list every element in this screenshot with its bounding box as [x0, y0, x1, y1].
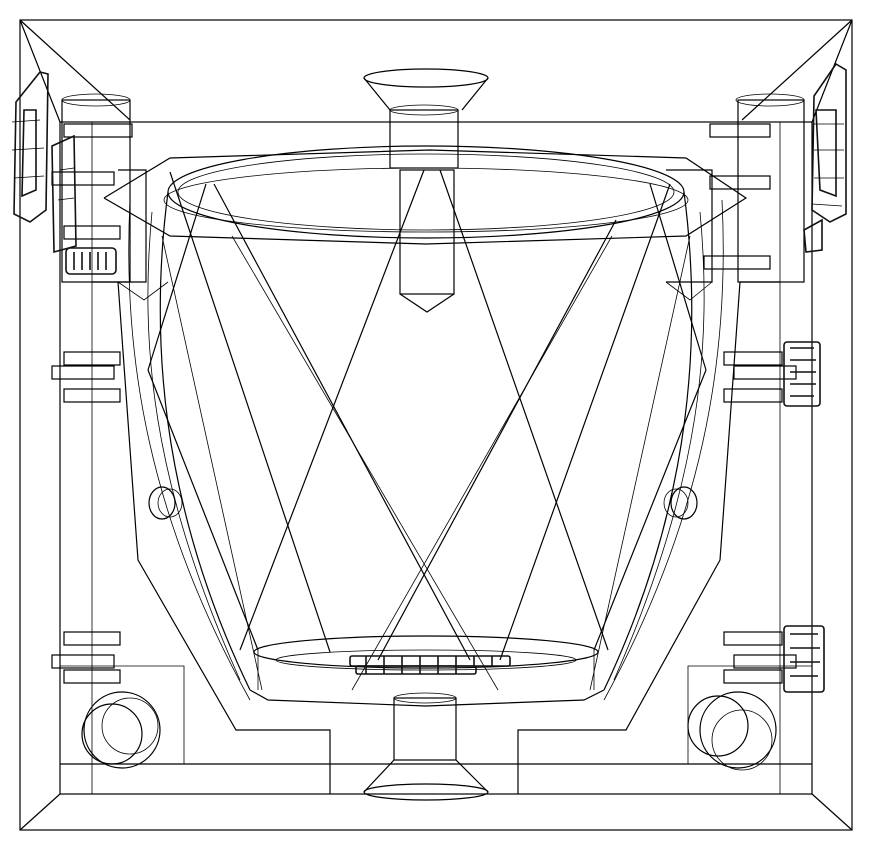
- circles-bottom-right: [687, 691, 777, 771]
- lattice-pattern: [147, 169, 707, 691]
- bottom-detail-cluster: [349, 655, 511, 675]
- post-top-left: [61, 93, 169, 301]
- side-knob-left: [148, 486, 183, 520]
- top-sprue: [363, 68, 489, 313]
- guide-pins-left: [51, 123, 133, 684]
- side-knob-right: [663, 486, 698, 520]
- post-top-right: [665, 93, 805, 301]
- bowl: [103, 145, 748, 707]
- cavity-outline: [60, 281, 812, 794]
- circles-bottom-left: [81, 691, 161, 769]
- clamp-top-right: [803, 62, 847, 253]
- bottom-sprue: [363, 692, 489, 801]
- clamp-top-left: [11, 71, 117, 275]
- clamp-bottom-right: [783, 625, 825, 693]
- clamp-mid-right: [783, 341, 821, 407]
- guide-pins-right: [703, 123, 797, 684]
- outer-frame: [19, 19, 853, 831]
